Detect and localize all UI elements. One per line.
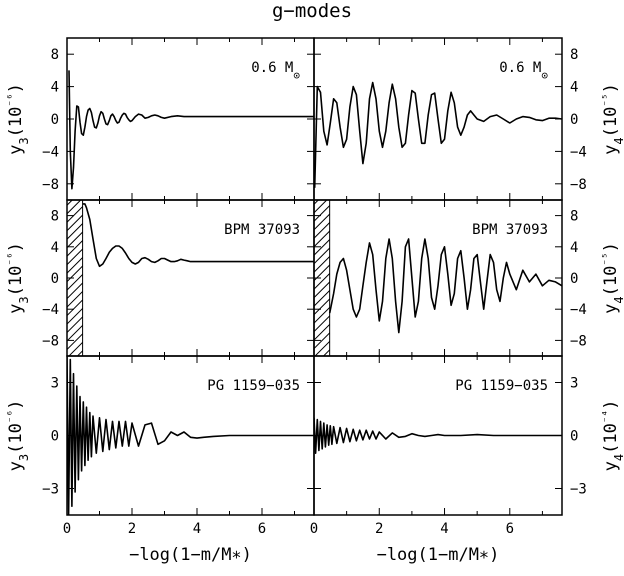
y-axis-label: y4(10⁻⁵)	[600, 242, 624, 314]
y-tick-label: 3	[51, 376, 59, 392]
panel-middle-left: 8 4 0 −4 −8 BPM 37093 y3(10⁻⁶)	[5, 200, 315, 356]
y-tick-label: 4	[570, 80, 578, 96]
x-tick-label: 4	[440, 521, 448, 537]
panel-label: 0.6 M⊙	[499, 60, 548, 82]
y-tick-label: 4	[51, 240, 59, 256]
y-tick-label: −8	[42, 177, 59, 193]
y-axis-label: y4(10⁻⁵)	[600, 83, 624, 155]
y-tick-label: 4	[51, 80, 59, 96]
series-line-0	[314, 418, 562, 453]
series-line-0	[315, 83, 562, 188]
panel-label: BPM 37093	[224, 222, 300, 238]
panel-label: BPM 37093	[472, 222, 548, 238]
y-tick-label: 8	[51, 209, 59, 225]
y-tick-label: −4	[42, 144, 59, 160]
y-tick-label: −4	[42, 302, 59, 318]
y-tick-label: 4	[570, 240, 578, 256]
y-tick-label: −3	[42, 482, 59, 498]
y-axis-label: y4(10⁻⁴)	[600, 400, 624, 472]
panel-top-right: 8 4 0 −4 −8 0.6 M⊙ y4(10⁻⁵)	[314, 38, 624, 200]
y-tick-label: 0	[51, 112, 59, 128]
x-tick-label: 6	[258, 521, 266, 537]
panel-label: 0.6 M⊙	[251, 60, 300, 82]
y-tick-label: −8	[570, 177, 587, 193]
x-tick-label: 2	[375, 521, 383, 537]
x-tick-label: 0	[63, 521, 71, 537]
panel-bottom-right: 0 2 4 6 3 0 −3 PG 1159−035 y4(10⁻⁴) −log(1−m/M∗)	[310, 356, 624, 565]
panel-top-left: 8 4 0 −4 −8 0.6 M⊙ y3(10⁻⁶)	[5, 38, 315, 200]
y-tick-label: −8	[42, 333, 59, 349]
series-line-0	[330, 239, 562, 333]
y-axis-label: y3(10⁻⁶)	[5, 242, 32, 314]
panel-middle-right: 8 4 0 −4 −8 BPM 37093 y4(10⁻⁵)	[314, 200, 624, 356]
y-tick-label: 0	[51, 271, 59, 287]
y-tick-label: 0	[570, 429, 578, 445]
panel-label: PG 1159−035	[207, 378, 300, 394]
y-axis-label: y3(10⁻⁶)	[5, 83, 32, 155]
y-tick-label: −8	[570, 333, 587, 349]
y-tick-label: 8	[570, 47, 578, 63]
y-tick-label: 0	[570, 112, 578, 128]
y-tick-label: 0	[51, 429, 59, 445]
y-tick-label: 0	[570, 271, 578, 287]
x-axis-label: −log(1−m/M∗)	[377, 545, 500, 565]
y-tick-label: 8	[51, 47, 59, 63]
y-tick-label: −3	[570, 482, 587, 498]
x-tick-label: 0	[310, 521, 318, 537]
y-tick-label: 3	[570, 376, 578, 392]
y-tick-label: 8	[570, 209, 578, 225]
x-axis-label: −log(1−m/M∗)	[129, 545, 252, 565]
x-tick-label: 6	[506, 521, 514, 537]
x-tick-label: 4	[193, 521, 201, 537]
series-line-0	[69, 70, 314, 188]
figure-title: g−modes	[272, 0, 352, 22]
panel-bottom-left: 0 2 4 6 3 0 −3 PG 1159−035 y3(10⁻⁶) −log(1−m/M∗)	[5, 356, 315, 565]
y-axis-label: y3(10⁻⁶)	[5, 400, 32, 472]
x-tick-label: 2	[128, 521, 136, 537]
y-tick-label: −4	[570, 144, 587, 160]
y-tick-label: −4	[570, 302, 587, 318]
panel-label: PG 1159−035	[455, 378, 548, 394]
